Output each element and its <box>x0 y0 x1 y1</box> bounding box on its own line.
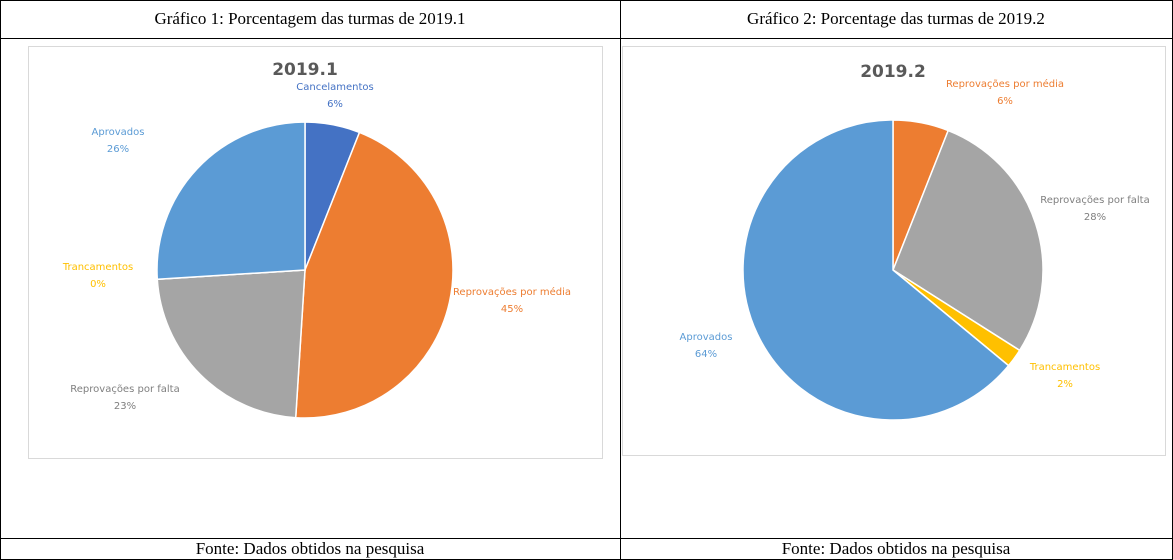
slice-label: Reprovações por média <box>946 78 1064 90</box>
slice-label: Reprovações por média <box>453 286 571 298</box>
slice-value: 0% <box>90 279 106 290</box>
slice-value: 26% <box>107 144 129 155</box>
chart-title: 2019.2 <box>860 62 926 82</box>
slice-label: Cancelamentos <box>296 82 374 93</box>
slice-label: Trancamentos <box>1029 362 1100 373</box>
slice-label: Reprovações por falta <box>1040 195 1149 206</box>
pie-slice <box>892 129 1044 352</box>
header: Gráfico 2: Porcentage das turmas de 2019… <box>747 9 1045 28</box>
footer: Fonte: Dados obtidos na pesquisa <box>782 539 1011 558</box>
chart-frame <box>28 46 603 459</box>
chart-frame <box>622 46 1166 456</box>
slice-value: 2% <box>1057 379 1073 390</box>
slice-value: 28% <box>1084 212 1106 223</box>
slice-value: 64% <box>695 349 717 360</box>
slice-label: Aprovados <box>680 332 733 343</box>
slice-label: Trancamentos <box>62 262 133 273</box>
slice-value: 45% <box>501 304 523 315</box>
pie-slice <box>742 119 1010 421</box>
chart-title: 2019.1 <box>272 60 338 80</box>
pie-slice <box>156 121 306 281</box>
pie-slice <box>156 269 306 419</box>
footer: Fonte: Dados obtidos na pesquisa <box>196 539 425 558</box>
header: Gráfico 1: Porcentagem das turmas de 201… <box>154 9 465 28</box>
slice-label: Reprovações por falta <box>70 384 179 395</box>
slice-label: Aprovados <box>92 127 145 138</box>
slice-value: 23% <box>114 401 136 412</box>
slice-value: 6% <box>327 99 343 110</box>
slice-value: 6% <box>997 96 1013 107</box>
pie-slice <box>294 131 454 419</box>
